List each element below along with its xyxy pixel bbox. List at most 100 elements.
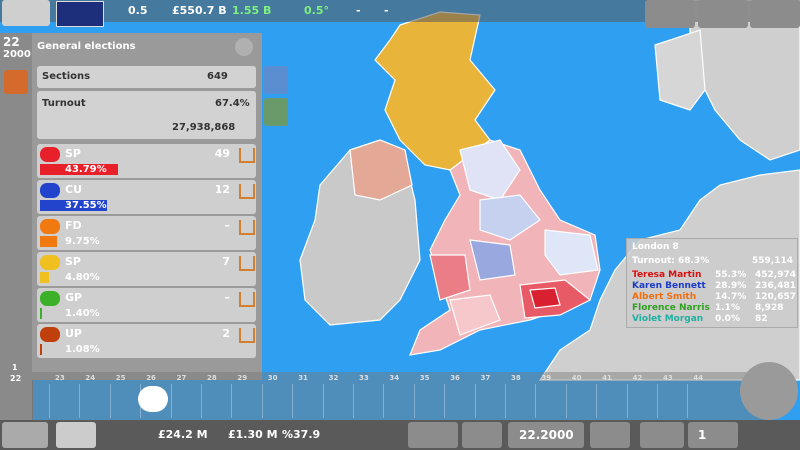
candidate-votes: 120,657 (755, 292, 796, 302)
party-pct: 9.75% (65, 236, 100, 247)
day-cell (565, 384, 596, 418)
northern-ireland (349, 139, 413, 201)
candidate-name: Teresa Martin (632, 270, 702, 280)
candidate-name: Albert Smith (632, 292, 697, 302)
leader-button[interactable] (56, 422, 96, 448)
tooltip: London 8 Turnout: 68.3% 559,114 Teresa M… (626, 238, 798, 328)
day: 22 (3, 35, 20, 49)
settings-button[interactable] (750, 0, 800, 28)
map-button[interactable] (408, 422, 458, 448)
day-label: 32 (328, 374, 339, 382)
speed-button[interactable] (740, 362, 798, 420)
globe-button[interactable] (2, 0, 50, 26)
day-label: 25 (115, 374, 126, 382)
day-cell (474, 384, 505, 418)
party-row: FD – 9.75% (37, 216, 256, 250)
day-cell (596, 384, 626, 418)
expenses: £1.30 M (228, 428, 278, 441)
ballot-icon[interactable] (4, 70, 28, 94)
day-label: 41 (602, 374, 612, 382)
day-cell (170, 384, 201, 418)
candidate-votes: 8,928 (755, 303, 784, 313)
approval: 0.5 (128, 4, 148, 17)
next-button[interactable] (590, 422, 630, 448)
year: 2000 (3, 49, 31, 60)
top-bar: 0.5 £550.7 B 1.55 B 0.5° - - (0, 0, 800, 28)
seat-icon (239, 292, 255, 307)
date: 22.2000 (519, 428, 574, 442)
candidate-pct: 55.3% (715, 270, 747, 280)
party-pct: 4.80% (65, 272, 100, 283)
day-label: 44 (693, 374, 704, 382)
day-label: 26 (146, 374, 156, 382)
sections-card: Sections 649 (37, 66, 256, 88)
list-button[interactable]: 1 (688, 422, 738, 448)
day-cell (49, 384, 79, 418)
party-icon (40, 147, 60, 162)
candidate-pct: 28.9% (715, 281, 747, 291)
denmark (654, 29, 706, 111)
turnout-label: Turnout (42, 98, 86, 109)
day-cell (687, 384, 717, 418)
party-row: GP – 1.40% (37, 288, 256, 322)
flag-button[interactable] (56, 1, 104, 27)
people-button[interactable] (2, 422, 48, 448)
party-icon (40, 291, 60, 306)
candidate-pct: 14.7% (715, 292, 747, 302)
day-label: 34 (389, 374, 400, 382)
party-seats: 2 (222, 327, 230, 340)
vote-bar (40, 200, 107, 211)
sections-label: Sections (42, 71, 91, 82)
day-label: 36 (450, 374, 460, 382)
party-seats: 49 (214, 147, 230, 160)
emissions: 0.5° (304, 4, 329, 17)
report-tab[interactable] (264, 98, 288, 126)
day-cell (657, 384, 687, 418)
day-label: 33 (359, 374, 369, 382)
party-row: SP 49 43.79% (37, 144, 256, 178)
candidate-pct: 0.0% (715, 314, 740, 324)
day-cell (322, 384, 353, 418)
income: £24.2 M (158, 428, 208, 441)
party-icon (40, 255, 60, 270)
date-box: 22.2000 (508, 422, 584, 448)
filter-button[interactable] (645, 0, 695, 28)
messages-button[interactable] (640, 422, 684, 448)
day-label: 23 (55, 374, 65, 382)
chat-bubble[interactable] (138, 386, 168, 412)
party-seats: – (224, 291, 231, 304)
prev-button[interactable] (462, 422, 502, 448)
rate: %37.9 (282, 428, 321, 441)
info-tab[interactable] (264, 66, 288, 94)
close-button[interactable] (235, 38, 253, 56)
seat-icon (239, 328, 255, 343)
day-cell (201, 384, 231, 418)
vote-bar (40, 344, 42, 355)
day-label: 31 (298, 374, 308, 382)
party-icon (40, 219, 60, 234)
voters: 27,938,868 (172, 122, 236, 133)
justice: - (356, 4, 361, 17)
party-name: SP (65, 147, 81, 160)
day-label: 43 (663, 374, 673, 382)
party-row: CU 12 37.55% (37, 180, 256, 214)
region-southwest (449, 294, 501, 336)
party-name: FD (65, 219, 82, 232)
day-cell (231, 384, 261, 418)
candidate-name: Violet Morgan (632, 314, 704, 324)
day-label: 30 (267, 374, 278, 382)
day-label: 35 (419, 374, 430, 382)
count: 1 (698, 428, 707, 442)
day-cell (626, 384, 657, 418)
candidate-votes: 452,974 (755, 270, 796, 280)
growth: 1.55 B (232, 4, 272, 17)
seat-icon (239, 220, 255, 235)
help-button[interactable] (698, 0, 748, 28)
day-label: 38 (511, 374, 521, 382)
day-label: 24 (85, 374, 96, 382)
candidate-name: Karen Bennett (632, 281, 706, 291)
day-label: 37 (480, 374, 491, 382)
day-cell (444, 384, 474, 418)
day-label: 42 (632, 374, 643, 382)
